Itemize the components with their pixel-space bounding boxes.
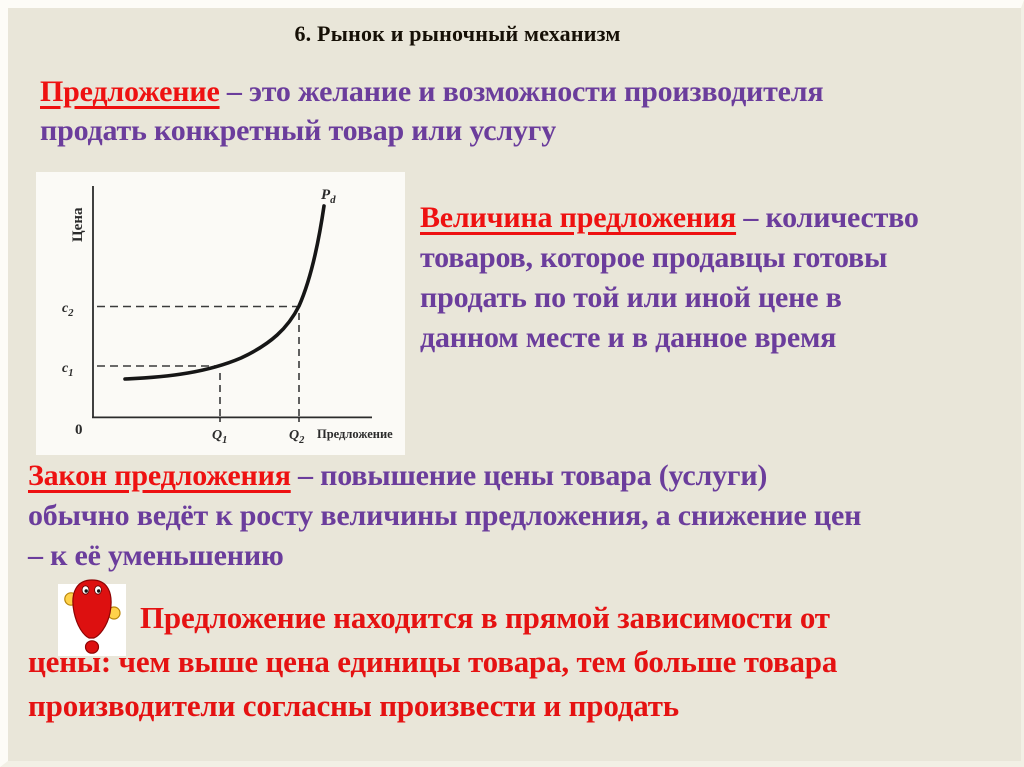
exclamation-icon-svg: [58, 579, 126, 656]
supply-quantity-term: Величина предложения: [420, 201, 737, 234]
supply-curve: [123, 204, 326, 381]
supply-chart: Цена 0 c2 c1 Q1 Q2 Предложение Pd: [36, 172, 405, 455]
y-tick-c2: c2: [62, 301, 74, 319]
slide-title: 6. Рынок и рыночный механизм: [294, 21, 621, 46]
icon-left-pupil: [84, 589, 88, 593]
icon-exclamation-body: [72, 579, 112, 639]
supply-quantity-text: – количество товаров, которое продавцы г…: [420, 201, 919, 354]
icon-exclamation-dot: [84, 640, 100, 654]
icon-right-pupil: [97, 589, 101, 593]
note-text: Предложение находится в прямой зависимос…: [28, 600, 838, 723]
y-tick-c1: c1: [62, 361, 73, 379]
law-of-supply-term: Закон предложения: [28, 459, 291, 492]
supply-curve-svg: Цена 0 c2 c1 Q1 Q2 Предложение Pd: [62, 186, 393, 446]
law-of-supply-text: – повышение цены товара (услуги) обычно …: [28, 459, 862, 572]
x-axis-label: Предложение: [317, 427, 393, 441]
y-axis-label: Цена: [70, 207, 86, 242]
supply-definition-text: – это желание и возможности производител…: [40, 75, 824, 147]
supply-definition: Предложение – это желание и возможности …: [40, 72, 985, 150]
x-tick-q1: Q1: [212, 428, 227, 446]
origin-label: 0: [75, 422, 83, 438]
curve-label: Pd: [321, 187, 336, 206]
law-of-supply: Закон предложения – повышение цены товар…: [28, 456, 993, 576]
exclamation-icon: [58, 576, 126, 658]
x-tick-q2: Q2: [289, 428, 305, 446]
supply-quantity-definition: Величина предложения – количество товаро…: [420, 198, 1010, 358]
supply-term: Предложение: [40, 75, 220, 108]
